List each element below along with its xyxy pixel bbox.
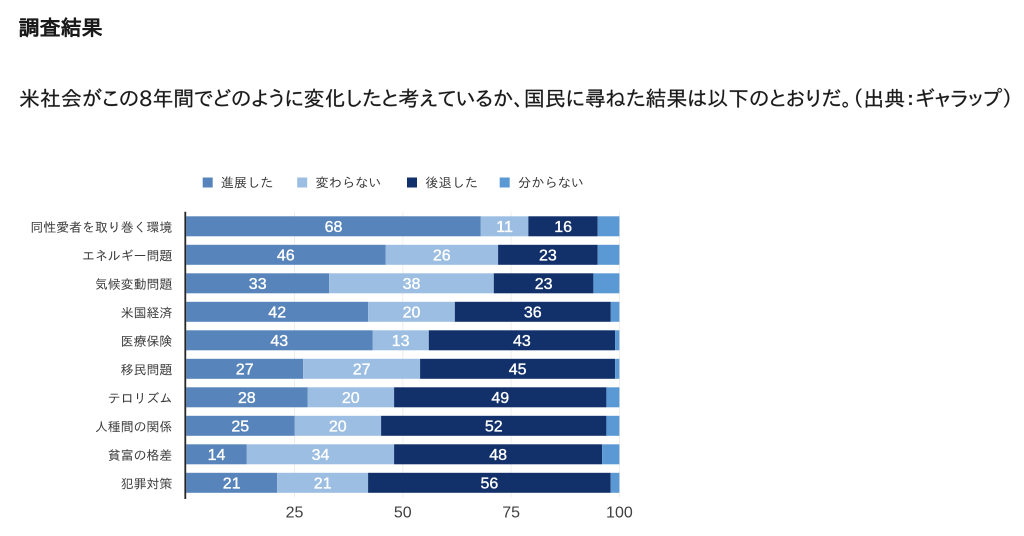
svg-text:13: 13	[392, 333, 410, 350]
svg-text:36: 36	[524, 305, 542, 322]
svg-text:43: 43	[270, 333, 288, 350]
svg-text:52: 52	[485, 419, 503, 436]
svg-text:50: 50	[394, 504, 412, 521]
svg-text:45: 45	[509, 362, 527, 379]
svg-text:46: 46	[277, 248, 295, 265]
svg-text:26: 26	[433, 248, 451, 265]
svg-text:25: 25	[286, 504, 304, 521]
svg-text:21: 21	[223, 476, 241, 493]
svg-text:33: 33	[249, 276, 267, 293]
svg-text:34: 34	[312, 447, 330, 464]
svg-text:75: 75	[502, 504, 520, 521]
svg-text:48: 48	[489, 447, 507, 464]
svg-text:23: 23	[535, 276, 553, 293]
svg-text:11: 11	[496, 219, 513, 236]
svg-text:38: 38	[403, 276, 421, 293]
svg-text:43: 43	[513, 333, 531, 350]
svg-text:20: 20	[342, 390, 360, 407]
svg-text:28: 28	[238, 390, 256, 407]
svg-text:16: 16	[554, 219, 572, 236]
svg-text:14: 14	[208, 447, 226, 464]
svg-text:21: 21	[314, 476, 332, 493]
svg-text:27: 27	[236, 362, 254, 379]
svg-text:68: 68	[325, 219, 343, 236]
svg-text:49: 49	[491, 390, 509, 407]
svg-text:25: 25	[231, 419, 249, 436]
svg-text:42: 42	[268, 305, 286, 322]
svg-text:23: 23	[539, 248, 557, 265]
svg-text:27: 27	[353, 362, 371, 379]
svg-text:100: 100	[606, 504, 633, 521]
svg-text:56: 56	[481, 476, 499, 493]
svg-text:20: 20	[403, 305, 421, 322]
svg-text:20: 20	[329, 419, 347, 436]
